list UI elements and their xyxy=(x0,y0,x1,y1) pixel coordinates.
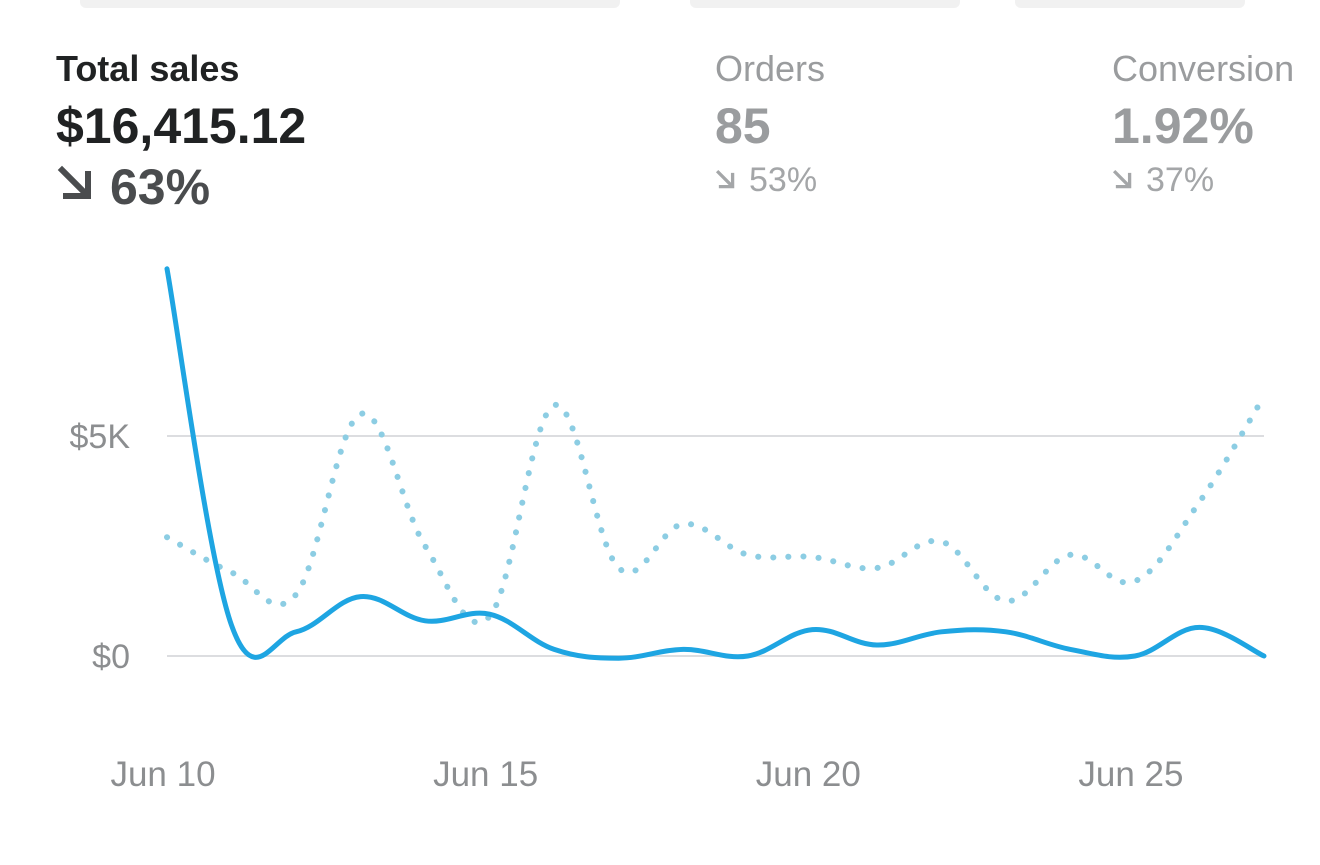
delta-value: 53% xyxy=(749,161,818,199)
metric-value: 1.92% xyxy=(1112,98,1254,154)
metric-label: Total sales xyxy=(56,48,240,89)
metric-orders[interactable]: Orders 85 53% xyxy=(715,44,825,202)
metric-delta: 53% xyxy=(715,158,825,202)
arrow-down-right-icon xyxy=(715,158,737,202)
y-tick-label: $0 xyxy=(92,638,130,676)
top-edge-decoration xyxy=(0,0,1320,14)
metric-label: Conversion xyxy=(1112,48,1295,89)
arrow-down-right-icon xyxy=(56,158,96,216)
delta-value: 63% xyxy=(110,159,211,215)
current-period-series-line xyxy=(164,266,1267,661)
arrow-down-right-icon xyxy=(1112,158,1134,202)
x-axis-ticks: Jun 10 Jun 15 Jun 20 Jun 25 xyxy=(110,755,1183,794)
metric-value: 85 xyxy=(715,98,771,154)
metric-delta: 63% xyxy=(56,158,306,216)
metric-conversion[interactable]: Conversion 1.92% 37% xyxy=(1112,44,1294,202)
metric-total-sales[interactable]: Total sales $16,415.12 63% xyxy=(56,44,306,216)
metric-label: Orders xyxy=(715,48,826,89)
x-tick-label: Jun 15 xyxy=(433,755,538,794)
metric-delta: 37% xyxy=(1112,158,1294,202)
sales-line-chart[interactable]: $0 $5K Jun 10 Jun 15 Jun 20 Jun 25 xyxy=(0,260,1320,820)
grid-lines xyxy=(167,435,1264,657)
series-lines xyxy=(164,266,1267,661)
previous-period-series-line xyxy=(164,393,1267,626)
x-tick-label: Jun 25 xyxy=(1078,755,1183,794)
y-tick-label: $5K xyxy=(70,418,131,456)
x-tick-label: Jun 10 xyxy=(110,755,215,794)
metric-value: $16,415.12 xyxy=(56,98,307,154)
x-tick-label: Jun 20 xyxy=(756,755,861,794)
y-axis-ticks: $0 $5K xyxy=(70,418,131,676)
delta-value: 37% xyxy=(1146,161,1215,199)
